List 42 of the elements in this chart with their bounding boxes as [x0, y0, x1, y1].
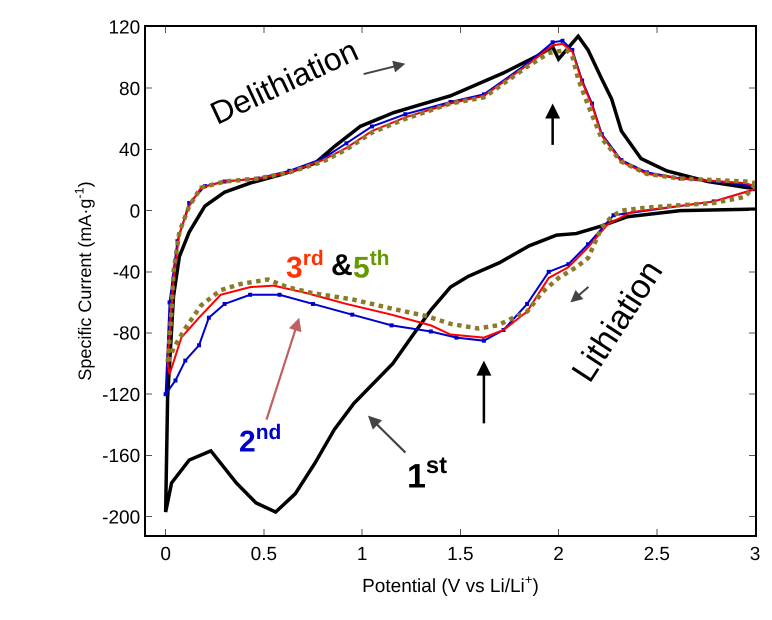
- point: [344, 141, 348, 146]
- point: [164, 392, 168, 396]
- point: [525, 302, 530, 306]
- point: [350, 312, 354, 317]
- y-tick-label: -160: [102, 446, 140, 468]
- point: [403, 112, 408, 116]
- point: [546, 270, 551, 274]
- x-tick-label: 1.5: [447, 544, 474, 565]
- series-label: 5$^{th}$: [353, 247, 390, 285]
- y-tick-label: 80: [119, 78, 140, 100]
- point: [428, 329, 433, 334]
- point: [248, 292, 252, 297]
- y-tick-label: -120: [102, 384, 140, 406]
- y-tick-label: -200: [102, 507, 140, 528]
- point: [560, 38, 564, 43]
- y-tick-label: -40: [112, 262, 140, 284]
- x-tick-label: 0: [160, 544, 171, 565]
- y-tick-label: 40: [119, 140, 140, 162]
- point: [173, 378, 178, 382]
- point: [390, 323, 394, 328]
- x-tick-label: 3: [750, 544, 760, 565]
- y-tick-label: 120: [108, 18, 140, 39]
- annotation: &: [331, 249, 353, 282]
- point: [197, 343, 202, 348]
- x-tick-label: 1: [356, 544, 368, 565]
- text: 2$^{nd}$: [239, 421, 282, 459]
- point: [183, 358, 188, 363]
- x-tick-label: 2.5: [644, 544, 670, 565]
- text: 1$^{st}$: [407, 452, 448, 496]
- x-tick-label: 0.5: [250, 544, 278, 565]
- y-tick-label: 0: [130, 201, 140, 222]
- point: [206, 316, 211, 320]
- point: [310, 302, 315, 306]
- point: [370, 124, 374, 128]
- point: [550, 40, 555, 44]
- series-label: 3$^{rd}$: [286, 247, 324, 285]
- x-axis-title: Potential (V vs Li/Li$^{+}$): [362, 572, 539, 598]
- point: [278, 292, 282, 297]
- point: [482, 338, 486, 343]
- point: [222, 302, 227, 306]
- x-tick-label: 2: [553, 544, 564, 565]
- y-tick-label: -80: [112, 324, 140, 345]
